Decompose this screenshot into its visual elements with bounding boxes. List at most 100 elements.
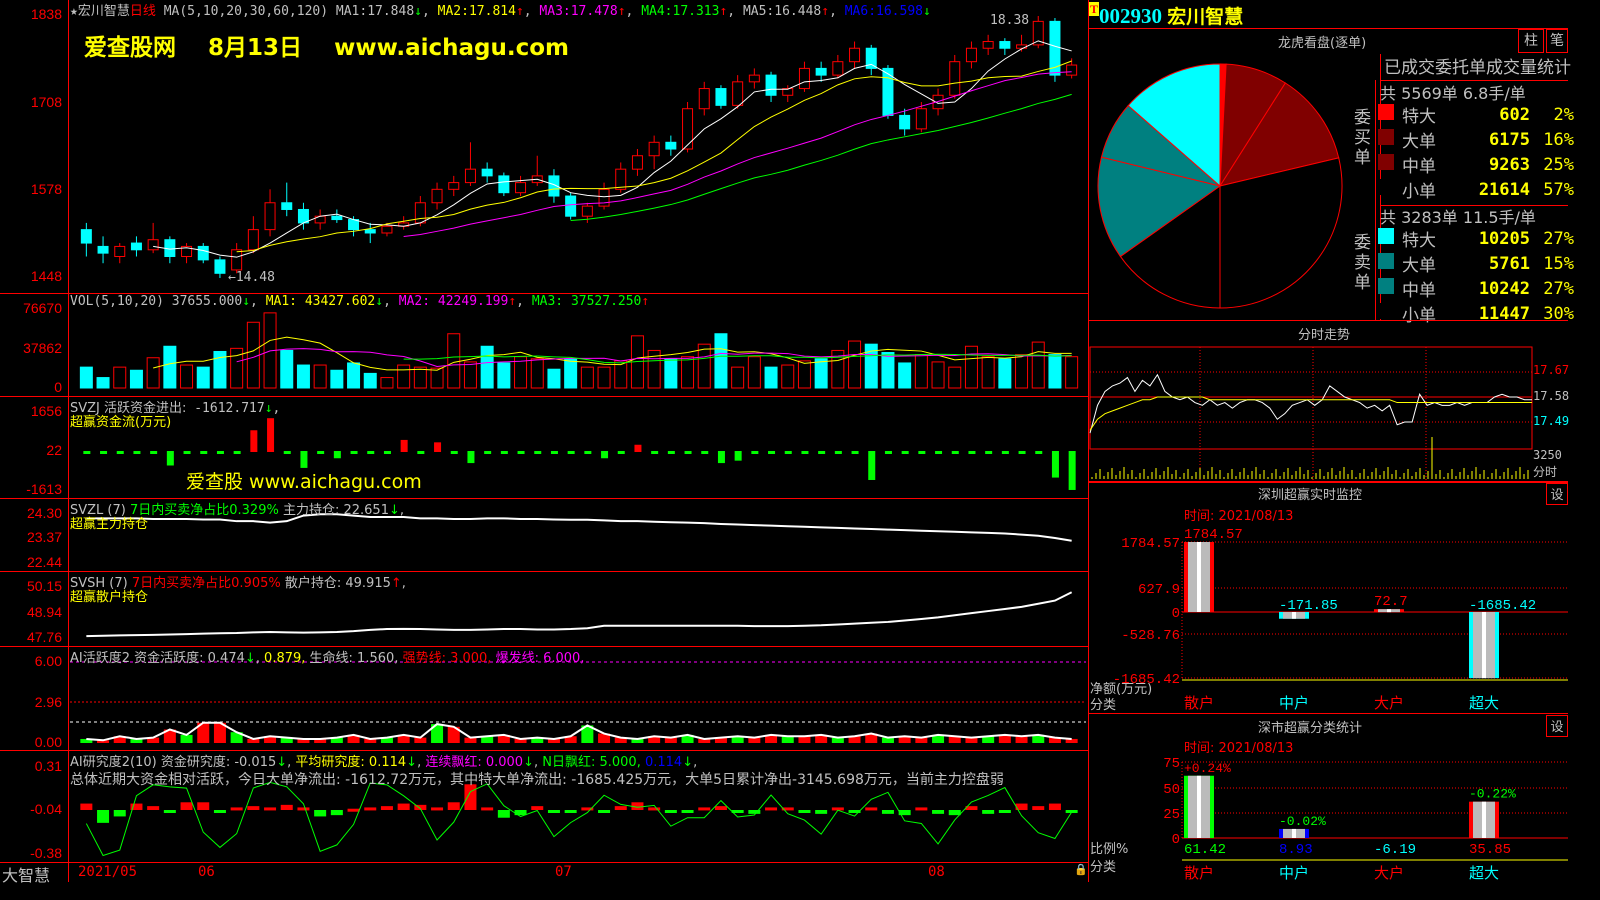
candle: [832, 61, 844, 76]
candle: [548, 175, 560, 197]
fund-flow-bar: [768, 451, 776, 454]
legend-label: 特大: [1402, 107, 1436, 127]
bar-edge: [1469, 612, 1499, 679]
volume-bar: [914, 354, 928, 389]
fund-flow-bar: [250, 430, 258, 452]
research-bar: [447, 802, 460, 810]
bar-mode-button[interactable]: 柱: [1518, 29, 1544, 53]
activity-bar: [831, 737, 844, 743]
volume-bar: [764, 366, 778, 389]
tick-mode-button[interactable]: 笔: [1546, 29, 1568, 53]
research-bar: [547, 810, 560, 813]
legend-row: 中单 9263 25%: [1376, 152, 1576, 177]
price-axis-label: 1838: [30, 6, 62, 22]
pie-slice: [1219, 63, 1287, 188]
research-bar: [681, 810, 694, 813]
bar-edge: [1279, 612, 1309, 619]
axis-label: 75: [1163, 756, 1180, 772]
fund-flow-bar: [717, 451, 725, 464]
fund-flow-bar: [701, 451, 709, 454]
buy-legend-table: 特大 602 2% 大单 6175 16% 中单 9263 25% 小单 21614 57%: [1376, 102, 1576, 202]
activity-bar: [965, 737, 978, 743]
fund-flow-bar: [283, 451, 291, 454]
classify-settings-button[interactable]: 设: [1546, 715, 1568, 737]
candle: [515, 182, 527, 194]
research-line: [85, 781, 1073, 857]
ratio-label: 35.85: [1469, 842, 1511, 858]
lock-icon[interactable]: 🔒: [1074, 863, 1088, 876]
research-bar: [748, 810, 761, 814]
volume-bar: [113, 366, 127, 389]
vol-axis-label: 76670: [23, 300, 62, 316]
activity-bar: [948, 736, 961, 743]
fund-flow-bar: [417, 451, 425, 454]
volume-bar: [180, 364, 194, 389]
legend-swatch: [1378, 278, 1394, 294]
candle: [715, 88, 727, 106]
candle: [231, 249, 243, 271]
fund-flow-bar: [634, 444, 642, 452]
activity-bar: [664, 737, 677, 743]
activity-bar: [865, 733, 878, 743]
sell-legend-table: 特大 10205 27% 大单 5761 15% 中单 10242 27% 小单 11447 30%: [1376, 226, 1576, 326]
buy-summary: 共 5569单 6.8手/单: [1380, 84, 1526, 103]
candle: [899, 114, 911, 130]
pie-slice: [1218, 82, 1340, 187]
fund-flow-bar: [1068, 451, 1076, 490]
category-label: 散户: [1184, 864, 1214, 882]
bar: [1188, 775, 1210, 838]
axis-label: -528.76: [1121, 628, 1180, 644]
monitor-settings-button[interactable]: 设: [1546, 483, 1568, 505]
volume-bar: [397, 364, 411, 389]
research-bar: [631, 802, 644, 810]
buy-side-label: 委买单: [1354, 108, 1371, 168]
bar: [1283, 828, 1305, 838]
legend-value: 10205: [1478, 228, 1530, 249]
activity-bar: [748, 737, 761, 743]
volume-bar: [413, 366, 427, 389]
low-price-label: ←14.48: [228, 270, 275, 285]
monitor-title: 深圳超赢实时监控: [1258, 488, 1363, 503]
brand-label: 大智慧: [2, 866, 51, 885]
research-bar: [982, 810, 995, 814]
research-bar: [848, 810, 861, 813]
volume-bar: [998, 358, 1012, 389]
candle: [348, 219, 360, 231]
svzl-axis-label: 24.30: [26, 505, 62, 521]
fund-flow-bar: [651, 451, 659, 454]
activity-bar: [731, 736, 744, 743]
candle: [181, 245, 193, 258]
research-bar: [497, 810, 510, 818]
legend-label: 大单: [1402, 132, 1436, 152]
legend-value: 6175: [1489, 129, 1530, 150]
research-bar: [932, 810, 945, 814]
svsh-axis-label: 47.76: [26, 629, 62, 645]
activity-bar: [531, 737, 544, 743]
candle: [247, 229, 259, 251]
candle: [264, 202, 276, 231]
volume-bar: [463, 361, 477, 389]
category-label: 超大: [1469, 864, 1499, 882]
research-bar: [664, 810, 677, 813]
volume-bar: [948, 366, 962, 389]
volume-bar: [547, 368, 561, 389]
fund-flow-bar: [383, 451, 391, 454]
activity-bar: [848, 736, 861, 743]
fund-flow-bar: [567, 451, 575, 454]
fund-flow-bar: [300, 451, 308, 468]
intraday-frame: [1089, 346, 1533, 450]
volume-bar: [714, 333, 728, 389]
fund-flow-bar: [1018, 451, 1026, 454]
favorite-star-icon[interactable]: ★: [70, 4, 78, 19]
bar: [1473, 801, 1495, 838]
kline-chart-area[interactable]: [0, 0, 1088, 882]
candle: [949, 61, 961, 96]
legend-percent: 57%: [1543, 179, 1574, 200]
period-label[interactable]: 日线: [129, 4, 156, 19]
legend-value: 10242: [1478, 278, 1530, 299]
fund-flow-bar: [918, 451, 926, 454]
volume-bar: [196, 366, 210, 389]
activity-bar: [798, 736, 811, 743]
legend-label: 中单: [1402, 157, 1436, 177]
candle: [999, 41, 1011, 49]
